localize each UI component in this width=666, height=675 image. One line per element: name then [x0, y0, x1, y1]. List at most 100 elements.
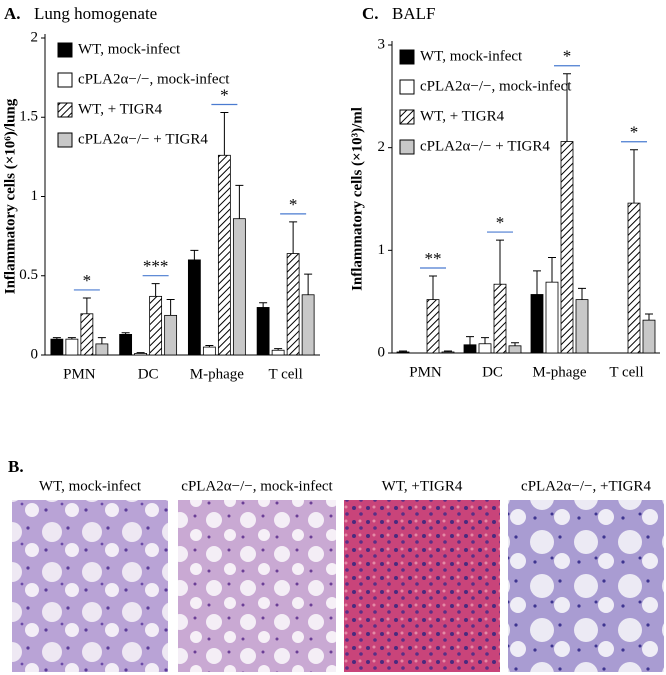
bar — [95, 343, 109, 356]
error-bar — [259, 302, 268, 308]
legend-swatch — [399, 139, 415, 155]
error-bar — [304, 273, 313, 295]
y-tick-label: 0 — [31, 346, 39, 362]
legend-label: cPLA2α−/−, mock-infect — [78, 71, 230, 87]
y-tick-label: 2 — [378, 139, 386, 155]
legend-label: WT, + TIGR4 — [420, 108, 505, 124]
legend-swatch — [399, 49, 415, 65]
error-bar — [52, 337, 61, 340]
error-bar — [630, 149, 638, 204]
bar — [286, 253, 300, 356]
image — [344, 500, 500, 672]
y-axis-label: Inflammatory cells (×10⁶)/lung — [2, 98, 18, 294]
legend-label: WT, + TIGR4 — [78, 101, 163, 117]
bar — [441, 351, 455, 354]
y-axis-label: Inflammatory cells (×10³)/ml — [349, 107, 365, 291]
bar — [232, 218, 246, 356]
bar — [530, 294, 544, 354]
bar — [164, 314, 178, 356]
x-tick-label: M-phage — [532, 364, 586, 380]
panel-label: A. — [4, 4, 21, 23]
error-bar — [563, 73, 571, 142]
bar — [396, 351, 410, 354]
image-caption: WT, mock-infect — [39, 478, 142, 494]
bar — [271, 349, 285, 356]
bar — [187, 259, 201, 356]
error-bar — [578, 287, 586, 300]
error-bar — [97, 337, 106, 344]
bar — [301, 294, 315, 356]
significance-label: * — [496, 213, 505, 232]
error-bar — [466, 336, 474, 345]
chart-title: BALF — [392, 4, 435, 23]
bar — [119, 333, 133, 356]
bar — [642, 319, 656, 354]
bar — [217, 154, 231, 356]
x-tick-label: T cell — [609, 364, 643, 380]
significance-label: * — [630, 123, 639, 142]
y-tick-label: 1.5 — [19, 109, 38, 125]
bar — [426, 299, 440, 354]
error-bar — [82, 297, 91, 314]
legend-swatch — [57, 132, 73, 148]
bar — [202, 346, 216, 356]
histology-images — [12, 500, 664, 672]
legend-label: cPLA2α−/− + TIGR4 — [420, 138, 550, 154]
significance-label: * — [83, 271, 92, 290]
bar — [508, 345, 522, 354]
legend-label: cPLA2α−/−, mock-infect — [420, 78, 572, 94]
x-tick-label: PMN — [63, 366, 96, 382]
legend-label: WT, mock-infect — [420, 48, 523, 64]
y-tick-label: 2 — [31, 29, 39, 45]
error-bar — [274, 348, 283, 351]
bar — [65, 338, 79, 356]
bar — [478, 343, 492, 354]
x-tick-label: DC — [138, 366, 159, 382]
error-bar — [548, 257, 556, 283]
x-tick-label: T cell — [268, 366, 302, 382]
y-tick-label: 1 — [378, 242, 386, 258]
bar — [627, 202, 641, 354]
bar — [80, 313, 94, 356]
image-caption: cPLA2α−/−, mock-infect — [181, 478, 333, 494]
error-bar — [444, 350, 452, 352]
error-bar — [511, 342, 519, 346]
bar — [560, 141, 574, 354]
error-bar — [496, 239, 504, 285]
bar — [50, 338, 64, 356]
legend-swatch — [399, 79, 415, 95]
x-tick-label: DC — [482, 364, 503, 380]
error-bar — [235, 184, 244, 219]
y-tick-label: 0 — [378, 344, 386, 360]
y-tick-label: 3 — [378, 36, 386, 52]
bar — [493, 283, 507, 354]
significance-label: *** — [143, 257, 169, 276]
error-bar — [429, 275, 437, 300]
legend-swatch — [57, 102, 73, 118]
image-caption: cPLA2α−/−, +TIGR4 — [521, 478, 651, 494]
legend-label: WT, mock-infect — [78, 41, 181, 57]
image-caption: WT, +TIGR4 — [382, 478, 463, 494]
error-bar — [220, 111, 229, 156]
x-tick-label: PMN — [409, 364, 442, 380]
y-tick-label: 1 — [31, 188, 39, 204]
error-bar — [645, 313, 653, 321]
bar — [256, 307, 270, 356]
panel-label: C. — [362, 4, 379, 23]
bar — [463, 344, 477, 354]
bar — [134, 353, 148, 356]
legend-swatch — [57, 42, 73, 58]
image — [12, 500, 168, 672]
error-bar — [67, 337, 76, 340]
y-tick-label: 0.5 — [19, 267, 38, 283]
significance-label: ** — [425, 249, 442, 268]
legend-swatch — [399, 109, 415, 125]
error-bar — [190, 249, 199, 260]
panel-label: B. — [8, 457, 24, 476]
significance-label: * — [289, 195, 298, 214]
error-bar — [121, 332, 130, 335]
bar — [545, 281, 559, 354]
x-tick-label: M-phage — [190, 366, 244, 382]
